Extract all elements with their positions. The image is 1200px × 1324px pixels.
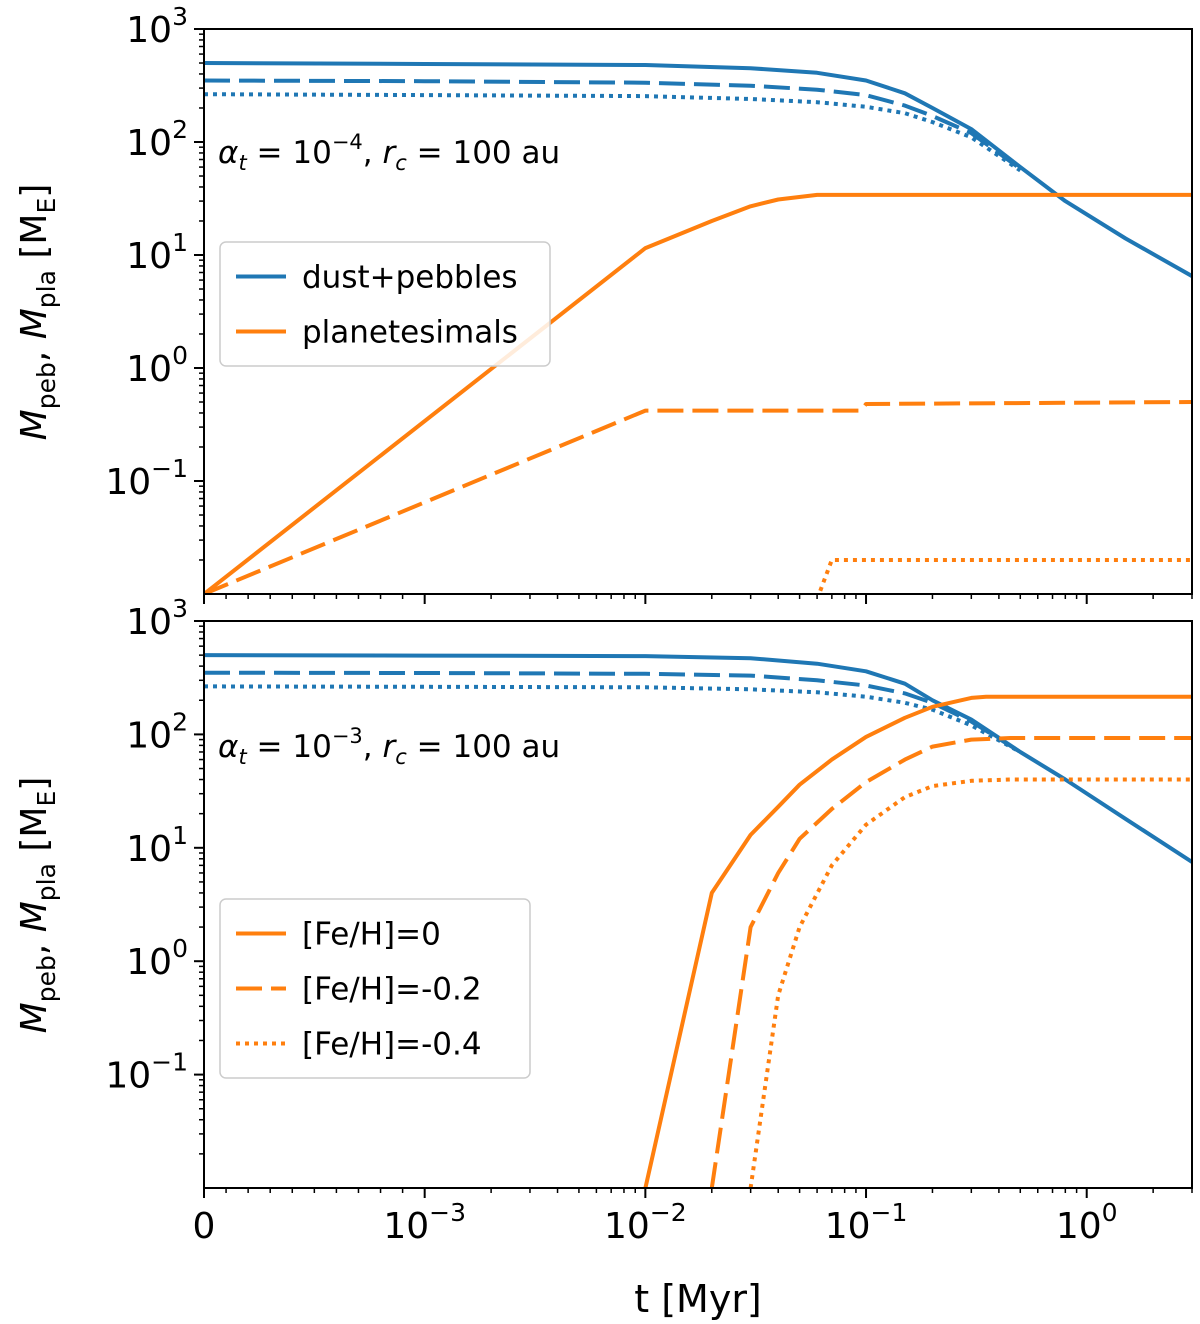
top-legend: dust+pebbles planetesimals <box>219 241 551 367</box>
x-tick-label: 10−3 <box>383 1198 466 1247</box>
top-y-axis-label: Mpeb, Mpla [ME] <box>14 184 61 441</box>
top-y-tick-label: 100 <box>126 341 188 390</box>
x-tick-label: 10−2 <box>604 1198 687 1247</box>
bottom-plot-area <box>204 653 1192 1188</box>
bottom-series-planetesimals-dashed <box>709 736 1192 1188</box>
top-axes-frame <box>203 28 1193 595</box>
bottom-series-dust-pebbles-dashed <box>204 670 1022 754</box>
x-tick-label: 0 <box>193 1206 216 1247</box>
bottom-y-axis-label: Mpeb, Mpla [ME] <box>14 777 61 1034</box>
top-y-tick-label: 103 <box>126 2 188 51</box>
top-ticks: 103 102 101 100 10−1 <box>105 2 1193 604</box>
top-annotation: αt = 10−4, rc = 100 au <box>218 130 560 175</box>
top-series-planetesimals-dashed <box>204 400 1192 594</box>
top-y-tick-label: 10−1 <box>105 454 188 503</box>
bottom-y-tick-label: 102 <box>126 707 188 756</box>
bottom-legend-label: [Fe/H]=-0.4 <box>302 1027 482 1063</box>
bottom-y-tick-label: 101 <box>126 821 188 870</box>
top-series-planetesimals-dotted <box>816 558 1192 594</box>
bottom-axes-frame <box>203 620 1193 1189</box>
top-legend-label: planetesimals <box>302 315 518 351</box>
bottom-panel: 103 102 101 100 10−1 0 10−3 10−2 10−1 100 αt = 10… <box>105 594 1193 1247</box>
top-y-tick-label: 102 <box>126 115 188 164</box>
top-series-dust-pebbles-solid <box>204 61 1192 278</box>
bottom-ticks: 103 102 101 100 10−1 0 10−3 10−2 10−1 100 <box>105 594 1193 1247</box>
bottom-series-planetesimals-solid <box>643 694 1192 1188</box>
bottom-series-planetesimals-dotted <box>748 777 1192 1188</box>
bottom-y-tick-label: 100 <box>126 934 188 983</box>
bottom-legend-label: [Fe/H]=0 <box>302 917 441 953</box>
bottom-legend-box <box>219 898 531 1079</box>
top-series-dust-pebbles-dashed <box>204 78 1022 171</box>
x-tick-label: 10−1 <box>825 1198 908 1247</box>
bottom-series-dust-pebbles-solid <box>204 653 1192 864</box>
bottom-y-tick-label: 103 <box>126 594 188 643</box>
bottom-legend-label: [Fe/H]=-0.2 <box>302 972 482 1008</box>
bottom-legend: [Fe/H]=0 [Fe/H]=-0.2 [Fe/H]=-0.4 <box>219 898 531 1079</box>
top-plot-area <box>204 61 1192 594</box>
top-y-tick-label: 101 <box>126 228 188 277</box>
top-legend-label: dust+pebbles <box>302 260 518 296</box>
bottom-y-tick-label: 10−1 <box>105 1048 188 1097</box>
top-series-planetesimals-solid <box>204 192 1192 594</box>
bottom-annotation: αt = 10−3, rc = 100 au <box>218 724 560 769</box>
top-legend-box <box>219 241 551 367</box>
x-axis-label: t [Myr] <box>634 1277 762 1321</box>
x-tick-label: 100 <box>1056 1198 1118 1247</box>
